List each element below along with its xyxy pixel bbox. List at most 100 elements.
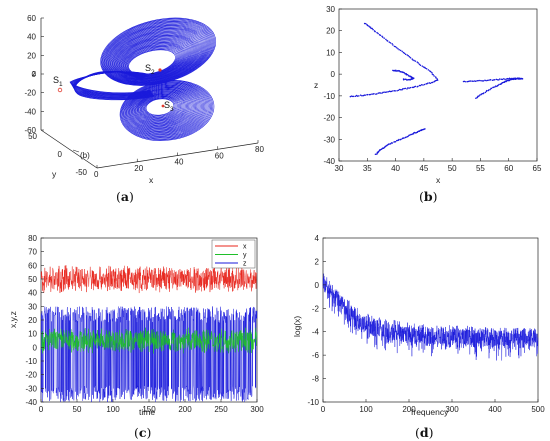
section-point (465, 80, 467, 83)
c-x-tick-label: 300 (250, 405, 264, 414)
trajectory-loop (122, 42, 185, 77)
section-point (487, 89, 490, 91)
trajectory-loop (139, 94, 184, 122)
section-point (490, 87, 493, 90)
section-point (520, 78, 522, 80)
trajectory-loop (130, 88, 198, 130)
trajectory-loop (121, 81, 212, 140)
section-point (381, 36, 384, 38)
section-point (350, 95, 353, 97)
c-y-tick-label: 50 (28, 275, 37, 284)
trajectory-loop (108, 27, 205, 83)
section-point (486, 89, 488, 92)
trajectory-loop (74, 71, 155, 101)
section-point (486, 79, 489, 82)
section-point (425, 68, 428, 70)
trajectory-loop (142, 95, 180, 120)
section-point (503, 77, 505, 80)
trajectory-loop (126, 48, 178, 75)
section-point (379, 92, 382, 94)
section-point (374, 153, 377, 156)
section-point (399, 49, 402, 52)
trajectory-loop (128, 49, 176, 75)
trajectory-loop (119, 39, 189, 79)
c-y-tick-label: -10 (25, 357, 37, 366)
d-x-tick-label: 0 (321, 405, 326, 414)
section-point (409, 56, 412, 59)
section-point (374, 30, 376, 33)
panel-c: 0 50 100 150 200 250 300 -40 -30 -20 -10 0 10 20 30 40 5… (8, 234, 264, 440)
trajectory-loop (116, 36, 193, 80)
section-point (377, 32, 379, 35)
y-tick-label: 50 (28, 132, 37, 141)
c-y-tick-label: 0 (33, 343, 38, 352)
trajectory-loop (137, 92, 187, 124)
section-point (356, 95, 359, 97)
c-y-tick-label: 80 (28, 234, 37, 243)
trajectory-loop (112, 31, 199, 81)
section-point (488, 79, 490, 81)
panel-b-y-label: z (314, 80, 318, 90)
c-y-tick-label: 70 (28, 248, 37, 257)
section-point (352, 95, 355, 98)
section-point (515, 77, 517, 80)
trajectory-loop (126, 47, 179, 76)
section-point (497, 79, 500, 81)
c-x-tick-label: 100 (106, 405, 120, 414)
trajectory-loop (114, 34, 196, 80)
b-x-tick-label: 30 (335, 164, 344, 173)
d-y-tick-label: -4 (312, 328, 320, 337)
z-tick-label: 60 (27, 14, 36, 23)
section-point (417, 62, 420, 64)
section-point (424, 67, 427, 69)
trajectory-loop (121, 41, 186, 78)
trajectory-loop (138, 93, 186, 123)
section-point (482, 80, 485, 82)
d-x-tick-label: 100 (359, 405, 373, 414)
b-x-tick-label: 60 (504, 164, 513, 173)
c-x-tick-label: 150 (142, 405, 156, 414)
z-tick-label: -40 (24, 107, 36, 116)
x-tick-label: 0 (94, 170, 99, 179)
section-point (419, 64, 422, 67)
trajectory-loop (118, 37, 191, 79)
trajectory-loop (128, 86, 201, 133)
poincare-section-points (349, 22, 524, 156)
d-y-tick-label: -10 (307, 398, 319, 407)
section-point (364, 22, 367, 25)
trajectory-loop (118, 38, 190, 79)
section-point (401, 88, 404, 90)
section-point (371, 27, 373, 30)
section-point (478, 79, 481, 82)
panel-c-y-label: x,y,z (8, 311, 18, 328)
section-point (480, 80, 482, 82)
section-point (354, 95, 357, 97)
z-axis-label: z (32, 68, 36, 78)
d-y-tick-label: -6 (312, 351, 320, 360)
series-x-line (40, 265, 258, 294)
panel-a-caption: (a) (116, 189, 134, 204)
section-point (483, 92, 485, 94)
trajectory-loop (119, 80, 215, 141)
b-y-tick-label: 0 (331, 70, 336, 79)
trajectory-loop (106, 24, 208, 84)
c-x-tick-label: 200 (178, 405, 192, 414)
d-y-tick-label: 0 (315, 281, 320, 290)
section-point (358, 95, 360, 97)
trajectory-loop (139, 93, 185, 122)
b-y-tick-label: -10 (323, 92, 335, 101)
c-x-tick-label: 50 (73, 405, 82, 414)
d-y-tick-label: -2 (312, 304, 320, 313)
trajectory-loop (124, 44, 182, 77)
section-point (388, 41, 391, 43)
section-point (416, 61, 419, 63)
section-point (406, 88, 408, 90)
c-y-tick-label: 30 (28, 302, 37, 311)
legend-label-y: y (243, 252, 247, 259)
section-point (493, 79, 496, 81)
trajectory-loop (127, 85, 202, 133)
section-point (397, 69, 399, 72)
section-point (480, 93, 483, 95)
